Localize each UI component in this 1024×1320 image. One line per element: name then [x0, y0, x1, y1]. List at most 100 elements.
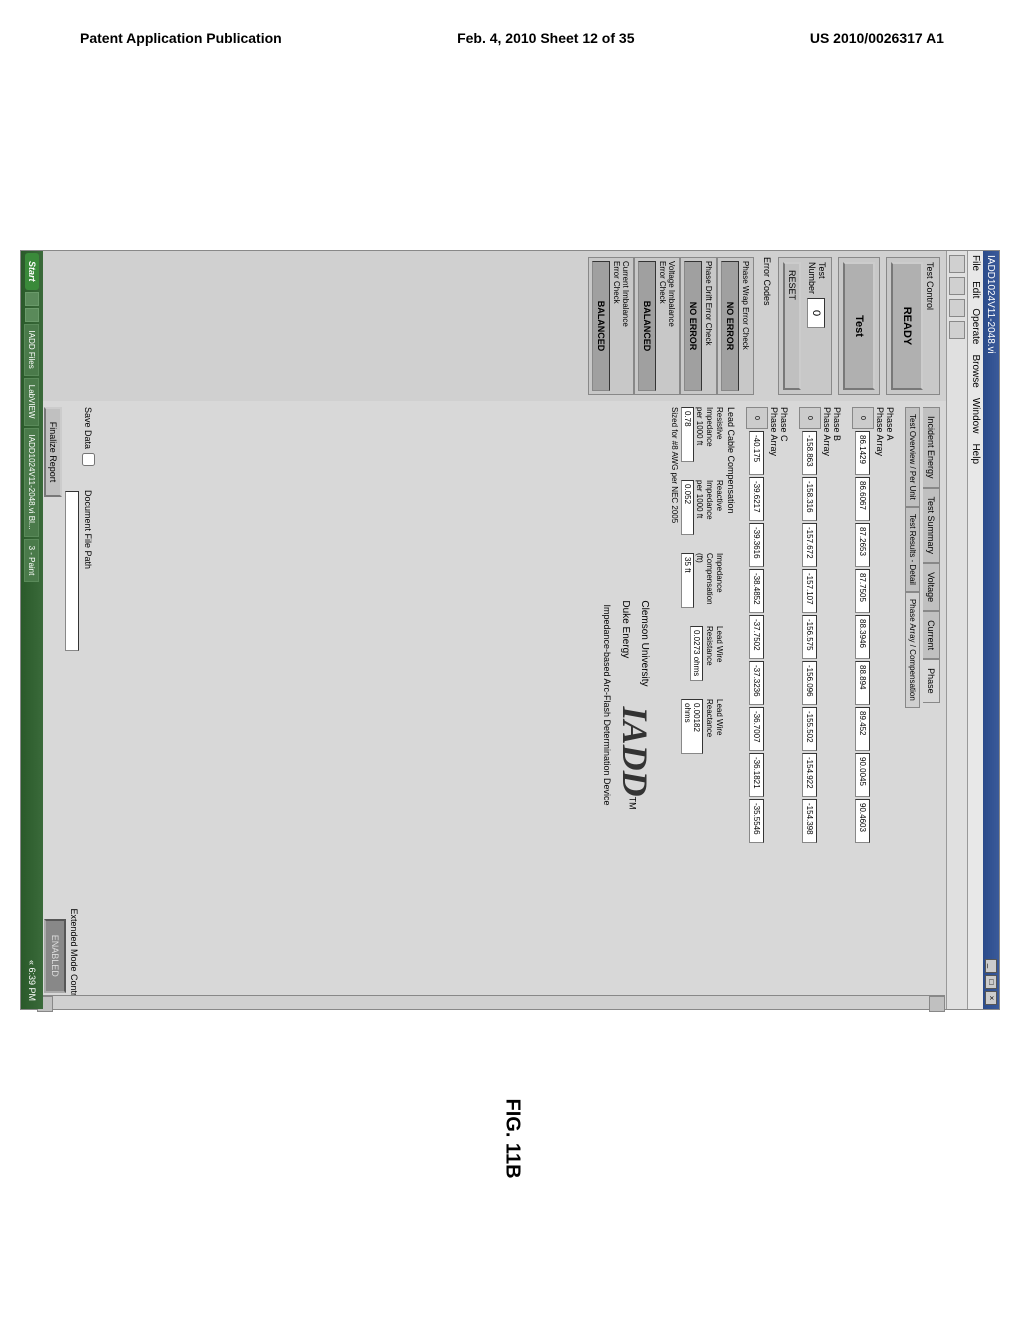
error-status: NO ERROR — [721, 261, 739, 391]
array-cell: -37.7502 — [750, 615, 765, 659]
toolbar — [946, 251, 967, 1009]
lead-row: ResistiveImpedanceper 1000 ft 0.78 Reacti… — [681, 407, 724, 1003]
pub-label: Patent Application Publication — [80, 30, 282, 46]
run-icon[interactable] — [949, 255, 965, 273]
array-index-knob[interactable]: 0 — [799, 407, 821, 429]
error-box: Current Imbalance Error Check BALANCED — [588, 257, 634, 395]
start-button[interactable]: Start — [25, 253, 39, 290]
array-cell: -40.175 — [750, 431, 765, 475]
menu-file[interactable]: File — [970, 255, 981, 271]
menu-operate[interactable]: Operate — [970, 308, 981, 344]
phase-a-label: Phase A Phase Array — [875, 407, 895, 1003]
finalize-button[interactable]: Finalize Report — [44, 407, 62, 497]
error-codes-label: Error Codes — [762, 257, 772, 395]
array-cell: -35.5546 — [750, 799, 765, 843]
clock: « 6:39 PM — [27, 960, 37, 1007]
maximize-icon[interactable]: □ — [985, 975, 997, 989]
tab-current[interactable]: Current — [923, 611, 940, 659]
task-item[interactable]: 3 - Paint — [25, 539, 40, 583]
array-cell: -39.3616 — [750, 523, 765, 567]
iadd-logo: IADD — [615, 707, 655, 797]
error-title: Voltage Imbalance Error Check — [658, 261, 676, 391]
array-cell: 87.7505 — [856, 569, 871, 613]
ready-button[interactable]: READY — [891, 262, 923, 390]
window-title: IADD1024V11-2048.vi — [986, 255, 997, 354]
titlebar: IADD1024V11-2048.vi _ □ × — [983, 251, 999, 1009]
task-item[interactable]: LabVIEW — [25, 378, 40, 426]
array-index-knob[interactable]: 0 — [852, 407, 874, 429]
main-tabs: Incident EnergyTest SummaryVoltageCurren… — [923, 407, 940, 1003]
save-data-checkbox[interactable] — [82, 453, 95, 466]
array-cell: -36.7007 — [750, 707, 765, 751]
tab-test-summary[interactable]: Test Summary — [923, 488, 940, 564]
array-cell: 87.2653 — [856, 523, 871, 567]
array-index-knob[interactable]: 0 — [746, 407, 768, 429]
date-sheet: Feb. 4, 2010 Sheet 12 of 35 — [457, 30, 634, 46]
clemson-label: Clemson University — [639, 600, 650, 686]
phase-b-array: 0-158.863-158.316-157.672-157.107-156.57… — [799, 407, 821, 1003]
error-title: Phase Wrap Error Check — [741, 261, 750, 391]
subtab[interactable]: Phase Array / Compensation — [905, 592, 920, 708]
array-cell: 89.452 — [856, 707, 871, 751]
subtab[interactable]: Test Overview / Per Unit — [905, 407, 920, 507]
array-cell: -154.398 — [803, 799, 818, 843]
lead-col: ReactiveImpedanceper 1000 ft 0.052 — [681, 480, 724, 535]
test-button[interactable]: Test — [843, 262, 875, 390]
error-box: Phase Wrap Error Check NO ERROR — [717, 257, 754, 395]
minimize-icon[interactable]: _ — [985, 959, 997, 973]
array-cell: -38.4852 — [750, 569, 765, 613]
array-cell: -154.922 — [803, 753, 818, 797]
array-cell: 90.0045 — [856, 753, 871, 797]
logo-subtitle: Impedance-based Arc-Flash Determination … — [602, 604, 612, 805]
stop-icon[interactable] — [949, 277, 965, 295]
array-cell: -155.502 — [803, 707, 818, 751]
tab-phase[interactable]: Phase — [923, 659, 940, 703]
lead-col: ResistiveImpedanceper 1000 ft 0.78 — [681, 407, 724, 462]
tool-icon[interactable] — [949, 321, 965, 339]
logo-block: Clemson University Duke Energy IADDTM Im… — [602, 407, 656, 1003]
array-cell: -37.3236 — [750, 661, 765, 705]
sub-tabs: Test Overview / Per UnitTest Results - D… — [905, 407, 920, 1003]
menu-browse[interactable]: Browse — [970, 355, 981, 388]
quicklaunch-icon[interactable] — [25, 292, 39, 306]
left-panel: Test Control READY Test Test Number 0 RE… — [38, 251, 946, 401]
error-title: Current Imbalance Error Check — [612, 261, 630, 391]
menu-help[interactable]: Help — [970, 443, 981, 464]
taskbar: Start IADD Files LabVIEW IADD1024V11-204… — [21, 251, 43, 1009]
tm-mark: TM — [627, 797, 637, 810]
lead-value: 35 ft — [681, 553, 694, 608]
error-status: BALANCED — [592, 261, 610, 391]
tab-incident-energy[interactable]: Incident Energy — [923, 407, 940, 488]
array-cell: -156.575 — [803, 615, 818, 659]
lead-value: 0.0273 ohms — [690, 626, 703, 681]
subtab[interactable]: Test Results - Detail — [905, 507, 920, 592]
test-number-label: Test Number — [807, 262, 827, 294]
vertical-scrollbar[interactable] — [37, 995, 945, 1009]
array-cell: 86.6067 — [856, 477, 871, 521]
task-item[interactable]: IADD1024V11-2048.vi Bl... — [25, 428, 40, 537]
screenshot-window: IADD1024V11-2048.vi _ □ × File Edit Oper… — [20, 250, 1000, 1010]
array-cell: 88.894 — [856, 661, 871, 705]
lead-title: Lead Cable Compensation — [726, 407, 736, 1003]
quicklaunch-icon[interactable] — [25, 308, 39, 322]
lead-value: 0.00182 ohms — [681, 699, 703, 754]
reset-button[interactable]: RESET — [783, 262, 801, 390]
doc-path-input[interactable] — [65, 491, 79, 651]
enabled-button[interactable]: ENABLED — [44, 919, 66, 993]
phase-c-array: 0-40.175-39.6217-39.3616-38.4852-37.7502… — [746, 407, 768, 1003]
lead-value: 0.052 — [681, 480, 694, 535]
close-icon[interactable]: × — [985, 991, 997, 1005]
task-item[interactable]: IADD Files — [25, 324, 40, 376]
menu-edit[interactable]: Edit — [970, 281, 981, 298]
doc-path-label: Document File Path — [84, 490, 94, 569]
pub-number: US 2010/0026317 A1 — [810, 30, 944, 46]
tab-voltage[interactable]: Voltage — [923, 563, 940, 611]
pause-icon[interactable] — [949, 299, 965, 317]
array-cell: -156.096 — [803, 661, 818, 705]
phase-c-label: Phase C Phase Array — [769, 407, 789, 1003]
menu-window[interactable]: Window — [970, 398, 981, 434]
array-cell: -157.107 — [803, 569, 818, 613]
error-status: BALANCED — [638, 261, 656, 391]
sized-note: Sized for #8 AWG per NEC 2005 — [670, 407, 679, 1003]
ext-mode-label: Extended Mode Control — [69, 908, 79, 1003]
